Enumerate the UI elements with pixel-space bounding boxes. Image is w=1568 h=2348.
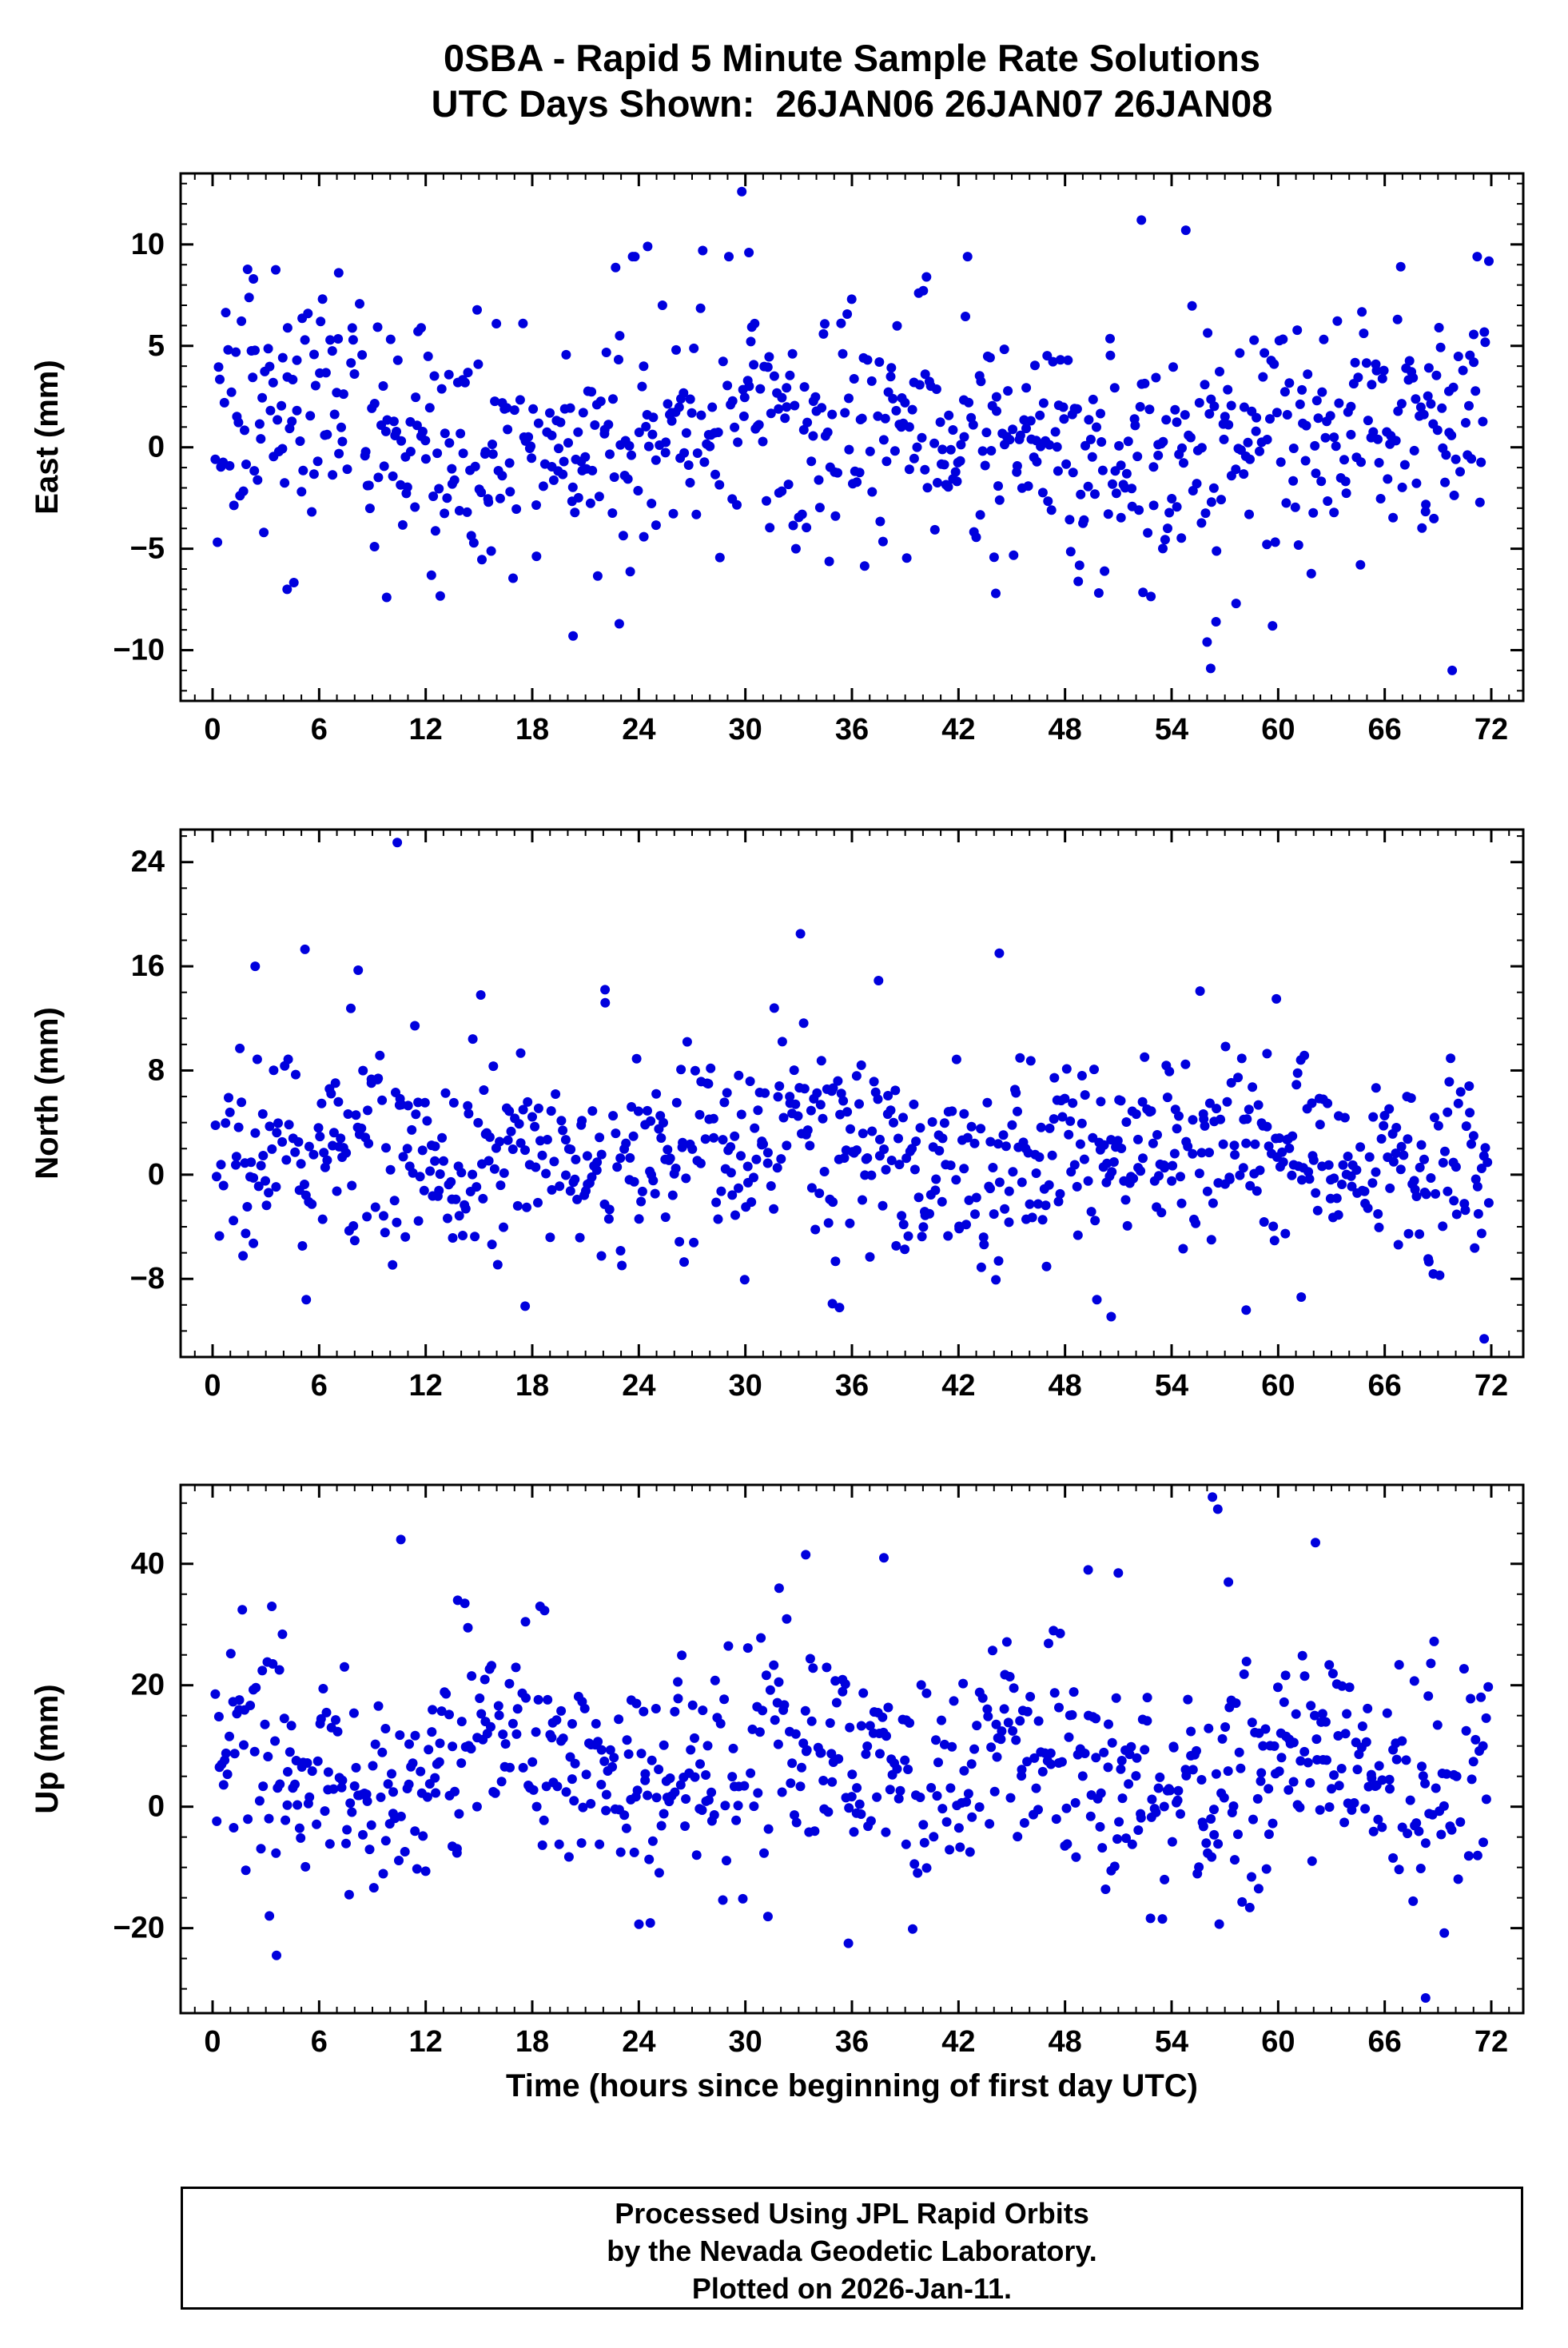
y-tick-label: −8 [130,1262,165,1295]
plot-frame [179,1483,1525,2015]
y-tick-label: 8 [148,1053,165,1087]
x-tick-label: 54 [1155,1369,1188,1403]
x-tick-label: 18 [515,713,549,746]
x-tick-label: 36 [835,713,869,746]
x-tick-label: 72 [1474,1369,1508,1403]
x-tick-label: 12 [409,2025,443,2059]
scatter-points [210,1492,1494,2003]
scatter-points [210,186,1494,675]
y-tick-label: 24 [131,846,165,879]
y-tick-label: 0 [148,431,165,464]
plot-frame [179,172,1525,702]
footer-line-1: Processed Using JPL Rapid Orbits [615,2197,1089,2230]
x-tick-label: 30 [729,2025,762,2059]
x-tick-label: 66 [1368,713,1402,746]
y-tick-label: −10 [113,634,165,667]
y-axis-label: East (mm) [30,360,65,514]
x-tick-label: 0 [204,713,221,746]
y-axis-label: North (mm) [30,1007,65,1180]
page-title: 0SBA - Rapid 5 Minute Sample Rate Soluti… [444,37,1260,79]
y-tick-label: 16 [131,949,165,983]
x-tick-label: 42 [941,2025,975,2059]
x-tick-label: 54 [1155,2025,1188,2059]
x-tick-label: 66 [1368,1369,1402,1403]
y-tick-label: 0 [148,1790,165,1824]
x-tick-label: 48 [1049,2025,1082,2059]
y-tick-label: 20 [131,1669,165,1702]
x-tick-label: 72 [1474,2025,1508,2059]
x-tick-label: 30 [729,713,762,746]
page-subtitle: UTC Days Shown: 26JAN06 26JAN07 26JAN08 [431,82,1273,125]
x-tick-label: 6 [311,2025,328,2059]
x-tick-label: 0 [204,2025,221,2059]
x-tick-label: 18 [515,2025,549,2059]
x-tick-label: 24 [622,713,655,746]
x-tick-label: 42 [941,1369,975,1403]
x-tick-label: 42 [941,713,975,746]
x-tick-label: 60 [1261,1369,1295,1403]
x-tick-label: 6 [311,1369,328,1403]
x-tick-label: 0 [204,1369,221,1403]
y-tick-label: 40 [131,1547,165,1581]
y-tick-label: 10 [131,228,165,261]
x-tick-label: 18 [515,1369,549,1403]
x-tick-label: 36 [835,1369,869,1403]
x-tick-label: 48 [1049,713,1082,746]
y-tick-label: 5 [148,329,165,363]
chart-title-block: 0SBA - Rapid 5 Minute Sample Rate Soluti… [181,35,1523,126]
y-tick-label: −5 [130,532,165,566]
x-tick-label: 66 [1368,2025,1402,2059]
plot-frame [179,828,1525,1359]
y-tick-label: 0 [148,1158,165,1192]
x-tick-label: 60 [1261,2025,1295,2059]
x-tick-label: 24 [622,2025,655,2059]
x-axis-label: Time (hours since beginning of first day… [506,2068,1198,2103]
x-tick-label: 6 [311,713,328,746]
scatter-points [210,838,1494,1344]
x-tick-label: 60 [1261,713,1295,746]
x-tick-label: 24 [622,1369,655,1403]
y-axis-label: Up (mm) [30,1684,65,1813]
x-tick-label: 72 [1474,713,1508,746]
x-tick-label: 30 [729,1369,762,1403]
x-tick-label: 12 [409,713,443,746]
y-tick-label: −20 [113,1912,165,1945]
x-tick-label: 12 [409,1369,443,1403]
x-tick-label: 48 [1049,1369,1082,1403]
x-tick-label: 36 [835,2025,869,2059]
footer-box: Processed Using JPL Rapid Orbits by the … [181,2187,1523,2310]
footer-line-2: by the Nevada Geodetic Laboratory. [607,2235,1097,2267]
footer-line-3: Plotted on 2026-Jan-11. [691,2272,1013,2305]
x-tick-label: 54 [1155,713,1188,746]
